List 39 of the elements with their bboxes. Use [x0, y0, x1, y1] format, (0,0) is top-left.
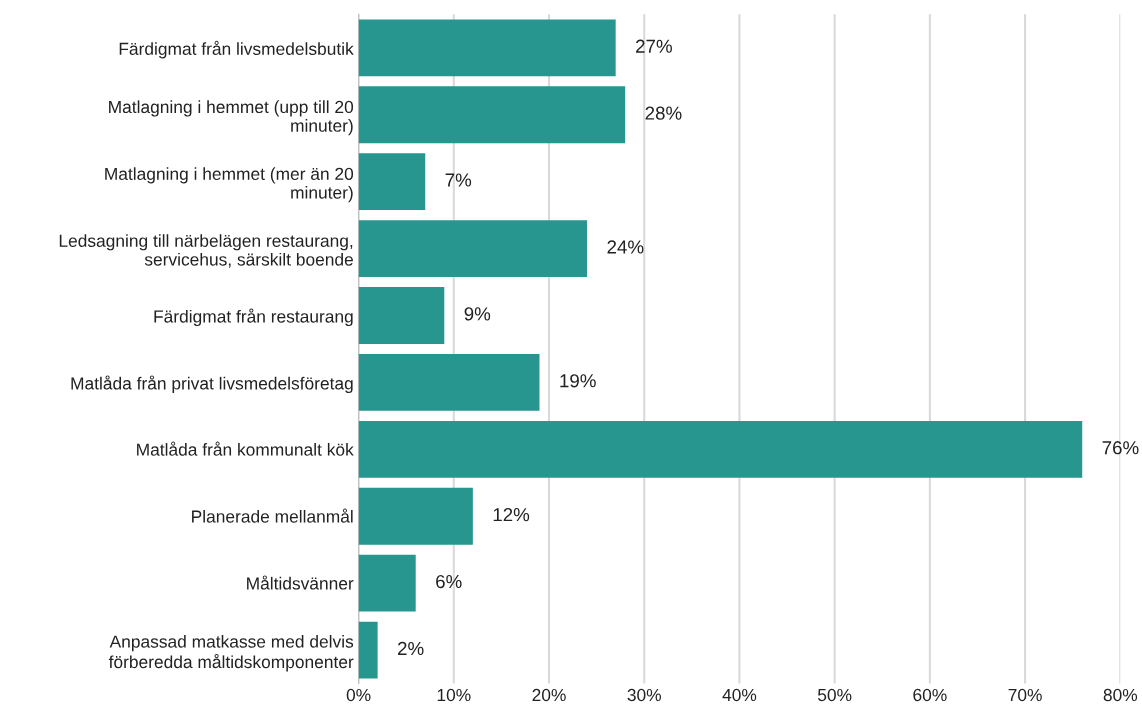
- y-tick-label: Anpassad matkasse med delvis förberedda måltidskomponenter: [108, 634, 354, 672]
- x-tick-label: 40%: [722, 688, 757, 702]
- y-tick-label: Matlåda från kommunalt kök: [137, 441, 354, 456]
- bar: [358, 287, 445, 344]
- x-tick-label: 30%: [627, 688, 661, 702]
- data-label: 27%: [636, 39, 672, 53]
- data-label: 9%: [464, 307, 491, 321]
- y-tick-label: Ledsagning till närbelägen restaurang, servicehus, särskilt boende: [59, 234, 353, 268]
- x-tick-label: 60%: [913, 688, 947, 702]
- y-tick-label: Planerade mellanmål: [192, 508, 353, 523]
- y-tick-label: Färdigmat från livsmedelsbutik: [119, 40, 354, 59]
- y-tick-label: Matlagning i hemmet (mer än 20 minuter): [105, 167, 354, 203]
- data-label: 12%: [493, 508, 530, 522]
- data-label: 19%: [560, 374, 596, 388]
- x-tick-label: 10%: [437, 688, 471, 702]
- y-tick-label: Matlåda från privat livsmedelsföretag: [71, 375, 353, 394]
- bar: [358, 420, 1083, 478]
- x-tick-label: 20%: [532, 688, 566, 702]
- bar: [358, 220, 588, 278]
- bar: [358, 86, 626, 144]
- data-label: 7%: [445, 173, 472, 187]
- bar: [358, 487, 473, 545]
- data-label: 24%: [607, 240, 644, 254]
- x-tick-label: 80%: [1103, 688, 1138, 702]
- data-label: 28%: [645, 106, 682, 120]
- data-label: 2%: [398, 641, 424, 656]
- y-tick-label: Färdigmat från restaurang: [154, 308, 353, 327]
- x-tick-label: 50%: [817, 688, 852, 702]
- bar: [358, 153, 426, 211]
- data-label: 76%: [1102, 441, 1139, 455]
- x-tick-label: 0%: [346, 688, 371, 702]
- bar: [358, 554, 416, 612]
- y-tick-label: Måltidsvänner: [247, 575, 354, 590]
- bar: [358, 621, 378, 679]
- x-tick-label: 70%: [1008, 688, 1042, 702]
- bar: [358, 19, 616, 77]
- y-tick-label: Matlagning i hemmet (upp till 20 minuter): [109, 100, 354, 136]
- data-label: 6%: [436, 574, 462, 589]
- bar: [358, 353, 540, 411]
